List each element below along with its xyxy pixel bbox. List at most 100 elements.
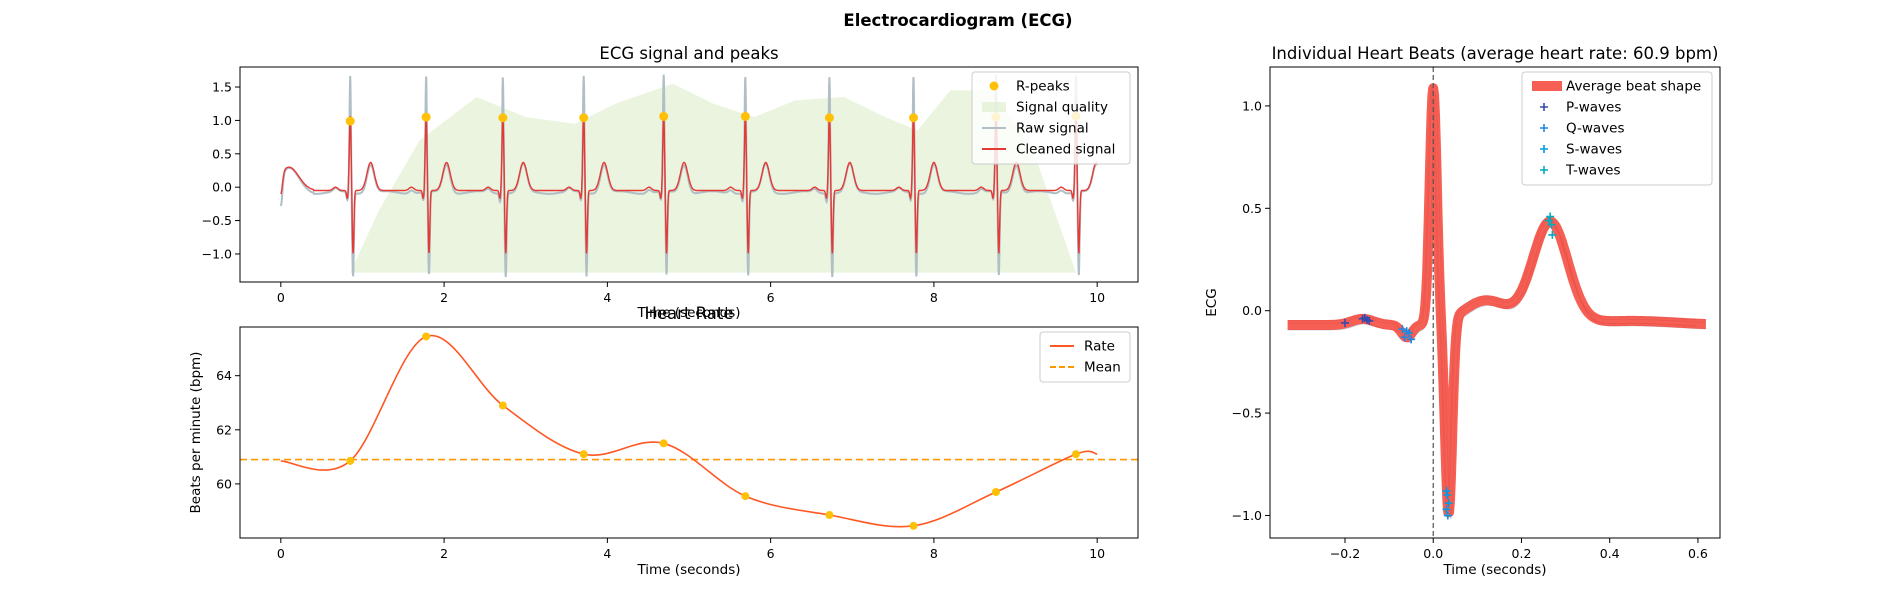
p-wave-marker [1341,318,1349,327]
y-tick-label: 0.0 [1242,303,1262,318]
x-tick-label: 0.4 [1600,546,1620,561]
legend-label: Rate [1084,339,1115,355]
legend-swatch-average-beat [1532,81,1562,91]
rate-point-marker [1071,450,1080,459]
r-peak-marker [579,113,589,123]
legend-swatch-quality [982,102,1006,112]
axes-frame [239,66,1139,283]
q-wave-marker [1398,325,1407,334]
y-tick-label: −0.5 [1232,406,1262,421]
s-wave-marker [1444,499,1453,508]
axes-frame [239,326,1139,539]
s-wave-marker [1442,486,1451,495]
ecg-plot-area [279,74,1099,278]
s-wave-marker [1443,511,1452,520]
x-axis-label: Time (seconds) [636,562,740,578]
rate-point-marker [579,450,588,459]
t-wave-marker [1546,212,1555,221]
y-tick-label: 1.0 [212,113,232,128]
x-tick-label: 8 [930,290,938,305]
legend-label: Raw signal [1016,121,1089,137]
r-peak-marker [740,111,750,121]
y-tick-label: −1.0 [202,246,232,261]
r-peak-marker [498,113,508,123]
legend-label: R-peaks [1016,79,1070,95]
y-tick-label: 1.0 [1242,98,1262,113]
rate-point-marker [741,492,750,501]
legend-label: Mean [1084,360,1121,376]
rate-point-marker [659,439,668,448]
legend-label: S-waves [1566,142,1622,158]
x-tick-label: 0 [277,546,285,561]
raw-signal-line [279,74,1099,278]
p-wave-marker [1365,316,1374,325]
legend-label: Cleaned signal [1016,142,1115,158]
legend-swatch-r-peaks [989,81,999,91]
axes-frame [1269,66,1721,539]
y-tick-label: 64 [216,368,232,383]
r-peak-marker [909,113,918,123]
legend-label: P-waves [1566,100,1621,116]
rate-point-marker [909,521,918,530]
x-tick-label: 4 [603,546,611,561]
legend-swatch-wave [1540,166,1548,174]
x-tick-label: 0.6 [1688,546,1708,561]
y-tick-label: −1.0 [1232,508,1262,523]
x-tick-label: 0.2 [1512,546,1532,561]
q-wave-marker [1404,329,1413,338]
x-tick-label: 6 [767,546,775,561]
rate-point-marker [498,401,507,410]
rate-point-marker [991,488,1000,497]
ecg-signal-panel: ECG signal and peaks 0 2 4 6 8 10 −1.0 −0.5 0.0 0.… [202,44,1139,321]
x-tick-label: 0 [277,290,285,305]
legend-label: Signal quality [1016,100,1108,116]
x-tick-label: 10 [1089,546,1105,561]
x-tick-label: 10 [1089,290,1105,305]
x-tick-label: −0.2 [1330,546,1360,561]
y-tick-label: 0.5 [1242,201,1262,216]
legend-swatch-wave [1540,145,1548,153]
y-axis-label: Beats per minute (bpm) [188,352,204,514]
x-tick-label: 6 [767,290,775,305]
y-tick-label: 0.0 [212,180,232,195]
q-wave-marker [1407,335,1416,344]
panel-title: ECG signal and peaks [599,44,778,63]
x-tick-label: 0.0 [1423,546,1443,561]
panel-title: Heart Rate [644,304,733,323]
legend-label: Average beat shape [1566,79,1701,95]
y-tick-label: −0.5 [202,213,232,228]
cleaned-signal-line [280,114,1098,254]
r-peak-marker [421,112,431,122]
legend-swatch-wave [1540,103,1548,111]
y-tick-label: 0.5 [212,146,232,161]
x-tick-label: 4 [603,290,611,305]
y-tick-label: 1.5 [212,80,232,95]
r-peak-marker [659,111,669,121]
average-beat-line [1283,83,1710,518]
r-peak-marker [824,113,834,123]
legend-box [1521,71,1713,186]
y-tick-label: 62 [216,422,232,437]
legend-box [971,71,1131,165]
figure-suptitle: Electrocardiogram (ECG) [843,11,1072,30]
y-tick-label: 60 [216,476,232,491]
s-wave-marker [1443,490,1452,499]
x-tick-label: 2 [440,290,448,305]
signal-quality-area [350,83,1076,273]
legend-box [1039,331,1131,383]
t-wave-marker [1544,216,1553,225]
t-wave-marker [1547,220,1556,229]
heart-rate-panel: Heart Rate 0 2 4 6 8 10 60 62 64 Time (seconds) Bea… [188,304,1139,578]
rate-point-marker [825,511,834,520]
rate-point-marker [422,332,431,341]
r-peak-marker [345,116,355,126]
panel-title: Individual Heart Beats (average heart ra… [1272,44,1719,63]
x-axis-label: Time (seconds) [636,305,740,321]
x-tick-label: 2 [440,546,448,561]
s-wave-marker [1442,505,1451,514]
legend-label: Q-waves [1566,121,1625,137]
legend-swatch-wave [1540,124,1548,132]
y-axis-label: ECG [1204,288,1220,316]
x-axis-label: Time (seconds) [1442,562,1546,578]
